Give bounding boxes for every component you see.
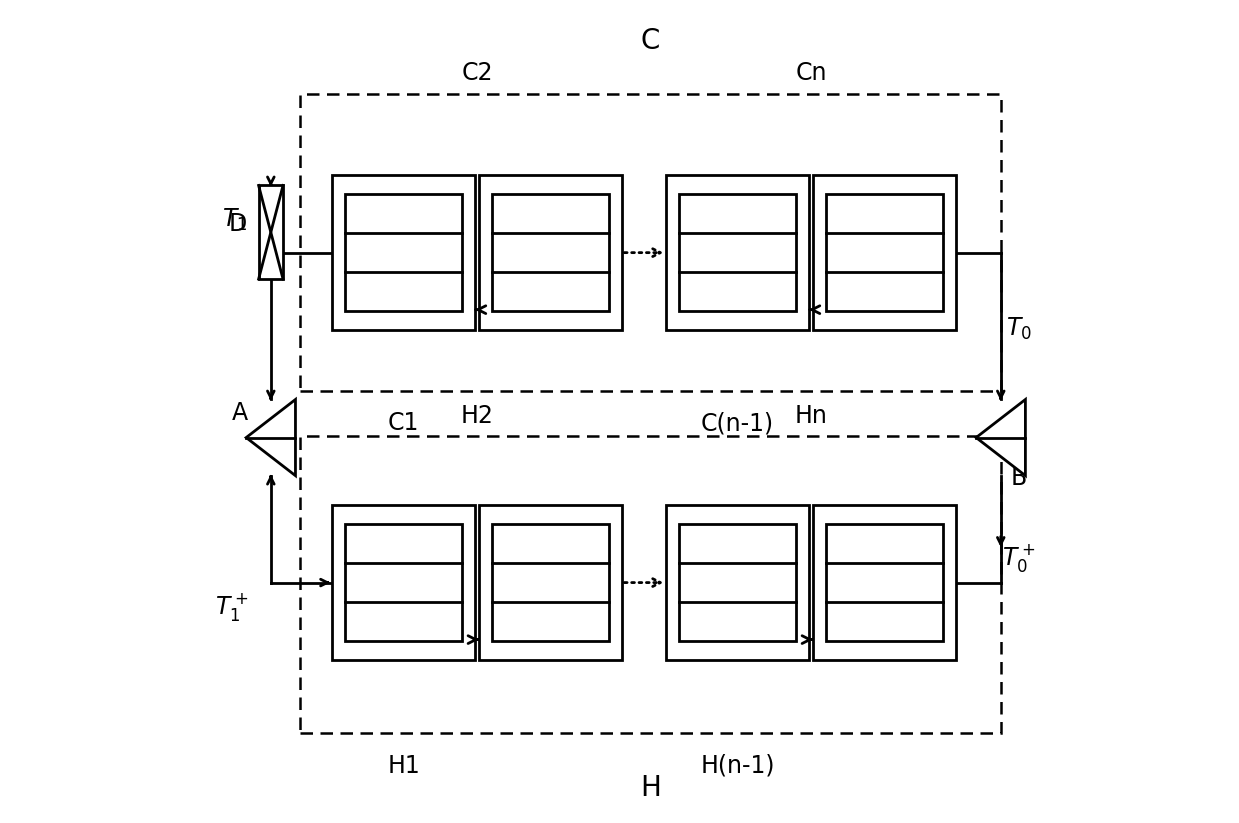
Text: C(n-1): C(n-1)	[701, 412, 774, 435]
Text: $T_1$: $T_1$	[222, 207, 247, 233]
Text: $T_0^+$: $T_0^+$	[1002, 542, 1036, 574]
Bar	[813, 175, 955, 330]
Polygon shape	[976, 399, 1026, 476]
Bar	[332, 505, 475, 660]
Bar	[667, 505, 809, 660]
Bar	[667, 175, 809, 330]
Bar	[259, 185, 282, 279]
Text: $T_0$: $T_0$	[1006, 316, 1032, 342]
Text: Hn: Hn	[794, 403, 828, 428]
Text: A: A	[232, 401, 248, 425]
Text: Cn: Cn	[795, 62, 826, 86]
Text: H(n-1): H(n-1)	[700, 754, 774, 778]
Text: H1: H1	[388, 754, 420, 778]
Text: C2: C2	[461, 62, 493, 86]
Text: $T_1^+$: $T_1^+$	[216, 591, 249, 623]
Bar	[679, 523, 797, 641]
Bar	[679, 194, 797, 311]
Bar	[346, 194, 462, 311]
Bar	[492, 523, 608, 641]
Bar	[492, 194, 608, 311]
Bar	[826, 523, 943, 641]
Bar	[346, 523, 462, 641]
Bar	[479, 175, 622, 330]
Bar	[479, 505, 622, 660]
Bar	[300, 436, 1001, 733]
Bar	[813, 505, 955, 660]
Bar	[826, 194, 943, 311]
Text: C: C	[641, 27, 660, 55]
Text: D: D	[229, 212, 248, 236]
Text: H: H	[641, 774, 660, 802]
Text: H2: H2	[461, 403, 493, 428]
Bar	[300, 94, 1001, 391]
Bar	[332, 175, 475, 330]
Text: B: B	[1011, 467, 1027, 491]
Text: C1: C1	[388, 412, 419, 435]
Polygon shape	[247, 399, 295, 476]
